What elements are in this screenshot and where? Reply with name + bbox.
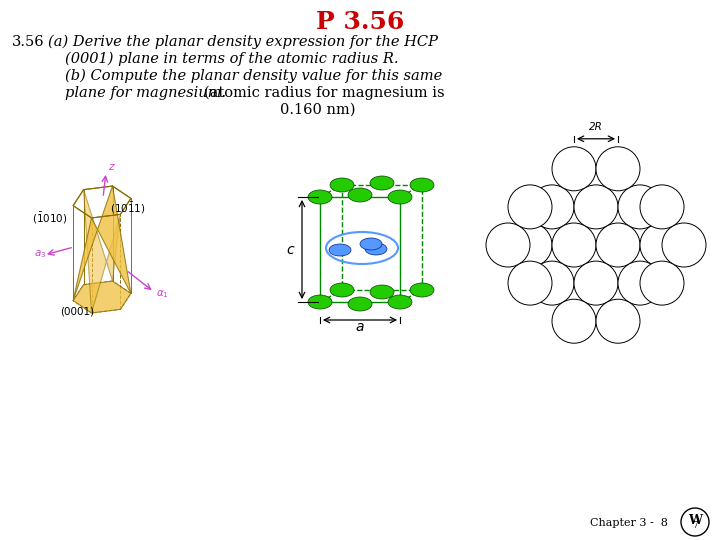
- Ellipse shape: [388, 190, 412, 204]
- Text: 7: 7: [692, 522, 698, 530]
- Text: plane for magnesium.: plane for magnesium.: [65, 86, 226, 100]
- Text: Chapter 3 -  8: Chapter 3 - 8: [590, 518, 668, 528]
- Circle shape: [640, 185, 684, 229]
- Ellipse shape: [388, 295, 412, 309]
- Ellipse shape: [360, 238, 382, 250]
- Text: (0001): (0001): [60, 307, 94, 317]
- Circle shape: [530, 261, 574, 305]
- Ellipse shape: [370, 285, 394, 299]
- Text: $\alpha_1$: $\alpha_1$: [156, 288, 168, 300]
- Circle shape: [574, 261, 618, 305]
- Circle shape: [508, 223, 552, 267]
- Text: $(\bar{1}010)$: $(\bar{1}010)$: [32, 211, 68, 226]
- Ellipse shape: [348, 188, 372, 202]
- Circle shape: [508, 261, 552, 305]
- Circle shape: [618, 261, 662, 305]
- Text: 3.56: 3.56: [12, 35, 45, 49]
- Circle shape: [530, 185, 574, 229]
- Ellipse shape: [410, 283, 434, 297]
- Text: (b) Compute the planar density value for this same: (b) Compute the planar density value for…: [65, 69, 442, 83]
- Ellipse shape: [308, 295, 332, 309]
- Ellipse shape: [348, 297, 372, 311]
- Polygon shape: [73, 186, 131, 301]
- Ellipse shape: [308, 190, 332, 204]
- Text: c: c: [286, 243, 294, 257]
- Text: $(10\bar{1}1)$: $(10\bar{1}1)$: [110, 200, 145, 215]
- Ellipse shape: [410, 178, 434, 192]
- Text: $a_3$: $a_3$: [34, 248, 46, 260]
- Ellipse shape: [370, 176, 394, 190]
- Circle shape: [486, 223, 530, 267]
- Text: a: a: [356, 320, 364, 334]
- Text: 0.160 nm): 0.160 nm): [280, 103, 356, 117]
- Circle shape: [640, 223, 684, 267]
- Text: 2R: 2R: [589, 122, 603, 132]
- Polygon shape: [84, 190, 120, 313]
- Ellipse shape: [329, 244, 351, 256]
- Ellipse shape: [330, 283, 354, 297]
- Circle shape: [681, 508, 709, 536]
- Text: (0001) plane in terms of the atomic radius R.: (0001) plane in terms of the atomic radi…: [65, 52, 398, 66]
- Ellipse shape: [365, 243, 387, 255]
- Text: (atomic radius for magnesium is: (atomic radius for magnesium is: [204, 86, 445, 100]
- Circle shape: [552, 223, 596, 267]
- Circle shape: [574, 185, 618, 229]
- Polygon shape: [73, 281, 131, 313]
- Circle shape: [552, 299, 596, 343]
- Circle shape: [618, 185, 662, 229]
- Text: W: W: [688, 514, 702, 526]
- Circle shape: [596, 299, 640, 343]
- Circle shape: [596, 223, 640, 267]
- Circle shape: [596, 147, 640, 191]
- Circle shape: [552, 147, 596, 191]
- Circle shape: [508, 185, 552, 229]
- Circle shape: [640, 261, 684, 305]
- Ellipse shape: [330, 178, 354, 192]
- Text: z: z: [108, 162, 114, 172]
- Text: P 3.56: P 3.56: [316, 10, 404, 34]
- Circle shape: [662, 223, 706, 267]
- Text: (a) Derive the planar density expression for the HCP: (a) Derive the planar density expression…: [48, 35, 438, 49]
